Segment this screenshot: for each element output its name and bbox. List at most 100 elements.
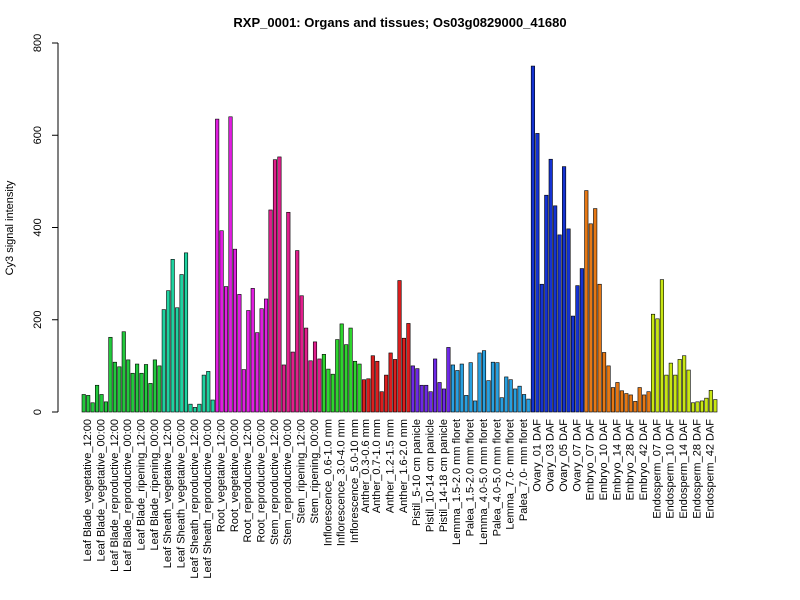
- bar: [659, 279, 664, 413]
- x-category-label: Endosperm_10 DAF: [665, 419, 677, 519]
- bar: [517, 385, 522, 413]
- bar: [246, 310, 251, 413]
- x-category-label: Root_vegetative_00:00: [229, 419, 241, 532]
- bar: [121, 331, 126, 413]
- bar: [695, 401, 700, 413]
- bar: [352, 360, 358, 413]
- bar: [290, 351, 295, 413]
- x-category-label: Embryo_42 DAF: [638, 419, 650, 501]
- x-category-label: Leaf Blade_reproductive_00:00: [122, 419, 134, 572]
- bar: [566, 228, 571, 413]
- x-category-label: Anther_0.7-1.0 mm: [371, 419, 383, 513]
- bar: [664, 374, 669, 413]
- x-category-label: Root_reproductive_00:00: [256, 419, 268, 543]
- bar: [99, 394, 104, 413]
- bar: [691, 402, 696, 413]
- bar: [192, 407, 197, 413]
- bar: [237, 294, 242, 413]
- x-category-label: Embryo_14 DAF: [611, 419, 623, 501]
- x-category-label: Embryo_10 DAF: [598, 419, 610, 501]
- bar: [197, 403, 202, 413]
- bar: [277, 156, 282, 413]
- bar: [579, 268, 584, 413]
- bar: [219, 230, 224, 413]
- bar: [161, 309, 166, 413]
- bar: [108, 336, 113, 413]
- bar: [117, 366, 122, 413]
- bar: [224, 286, 229, 413]
- bar: [170, 259, 175, 413]
- x-category-label: Stem_ripening_00:00: [309, 419, 321, 524]
- bar: [406, 323, 411, 413]
- bar: [401, 337, 406, 413]
- x-category-label: Ovary_07 DAF: [571, 419, 583, 492]
- bar: [477, 352, 482, 413]
- bar: [557, 234, 562, 413]
- bar: [464, 395, 469, 413]
- bar: [562, 166, 567, 413]
- bar: [179, 274, 184, 413]
- x-category-label: Anther_1.6-2.0 mm: [398, 419, 410, 513]
- bar: [393, 359, 398, 413]
- bar: [668, 362, 673, 413]
- y-tick-label: 600: [32, 126, 44, 144]
- bar: [326, 368, 331, 413]
- x-category-label: Ovary_03 DAF: [545, 419, 557, 492]
- x-category-label: Stem_ripening_12:00: [296, 419, 308, 524]
- x-axis-labels: Leaf Blade_vegetative_12:00 Leaf Blade_ve…: [82, 419, 717, 579]
- y-axis-label: Cy3 signal intensity: [4, 180, 16, 275]
- bar: [575, 285, 580, 413]
- bar: [103, 401, 109, 413]
- bar: [513, 388, 518, 413]
- bar: [86, 395, 91, 413]
- bar: [357, 363, 362, 413]
- bar: [126, 359, 131, 413]
- bar: [90, 402, 95, 413]
- x-category-label: Anther_1.2-1.5 mm: [385, 419, 397, 513]
- bar: [602, 352, 607, 413]
- bar: [553, 205, 558, 413]
- bar: [588, 223, 593, 413]
- x-category-label: Stem_reproductive_00:00: [282, 419, 294, 545]
- bar: [379, 391, 384, 413]
- bar: [642, 394, 647, 413]
- bar: [686, 369, 691, 413]
- bar: [370, 355, 375, 413]
- bar: [215, 118, 220, 413]
- x-category-label: Embryo_28 DAF: [625, 419, 637, 501]
- x-category-label: Endosperm_42 DAF: [705, 419, 717, 519]
- x-category-label: Pistil_5-10 cm panicle: [411, 419, 423, 526]
- y-tick-label: 200: [32, 311, 44, 329]
- bar: [143, 364, 149, 413]
- bar: [584, 190, 589, 413]
- bar: [619, 390, 624, 413]
- x-category-label: Leaf Blade_reproductive_12:00: [109, 419, 121, 572]
- bar: [188, 403, 193, 413]
- x-category-label: Leaf Sheath_vegetative_12:00: [162, 419, 174, 568]
- bar: [419, 384, 424, 413]
- bar: [335, 339, 340, 413]
- bar: [713, 399, 718, 413]
- x-category-label: Palea_4.0-5.0 mm floret: [491, 419, 503, 536]
- x-category-label: Palea_1.5-2.0 mm floret: [465, 419, 477, 536]
- bar: [148, 383, 153, 413]
- bar: [286, 211, 291, 413]
- x-category-label: Pistil_10-14 cm panicle: [425, 419, 437, 532]
- bar: [317, 358, 322, 413]
- x-category-label: Leaf Sheath_vegetative_00:00: [175, 419, 187, 568]
- bar: [304, 327, 309, 413]
- bar: [361, 379, 366, 413]
- bar: [424, 384, 429, 413]
- bar: [206, 371, 211, 413]
- bar: [646, 391, 651, 413]
- x-category-label: Root_vegetative_12:00: [216, 419, 228, 532]
- bar: [437, 382, 442, 413]
- x-category-label: Ovary_05 DAF: [558, 419, 570, 492]
- bar: [499, 397, 504, 413]
- bar: [655, 318, 660, 413]
- x-category-label: Leaf Blade_ripening_12:00: [135, 419, 147, 551]
- bar: [384, 374, 389, 413]
- bar: [615, 382, 620, 413]
- y-axis: 0 200 400 600 800: [32, 34, 59, 415]
